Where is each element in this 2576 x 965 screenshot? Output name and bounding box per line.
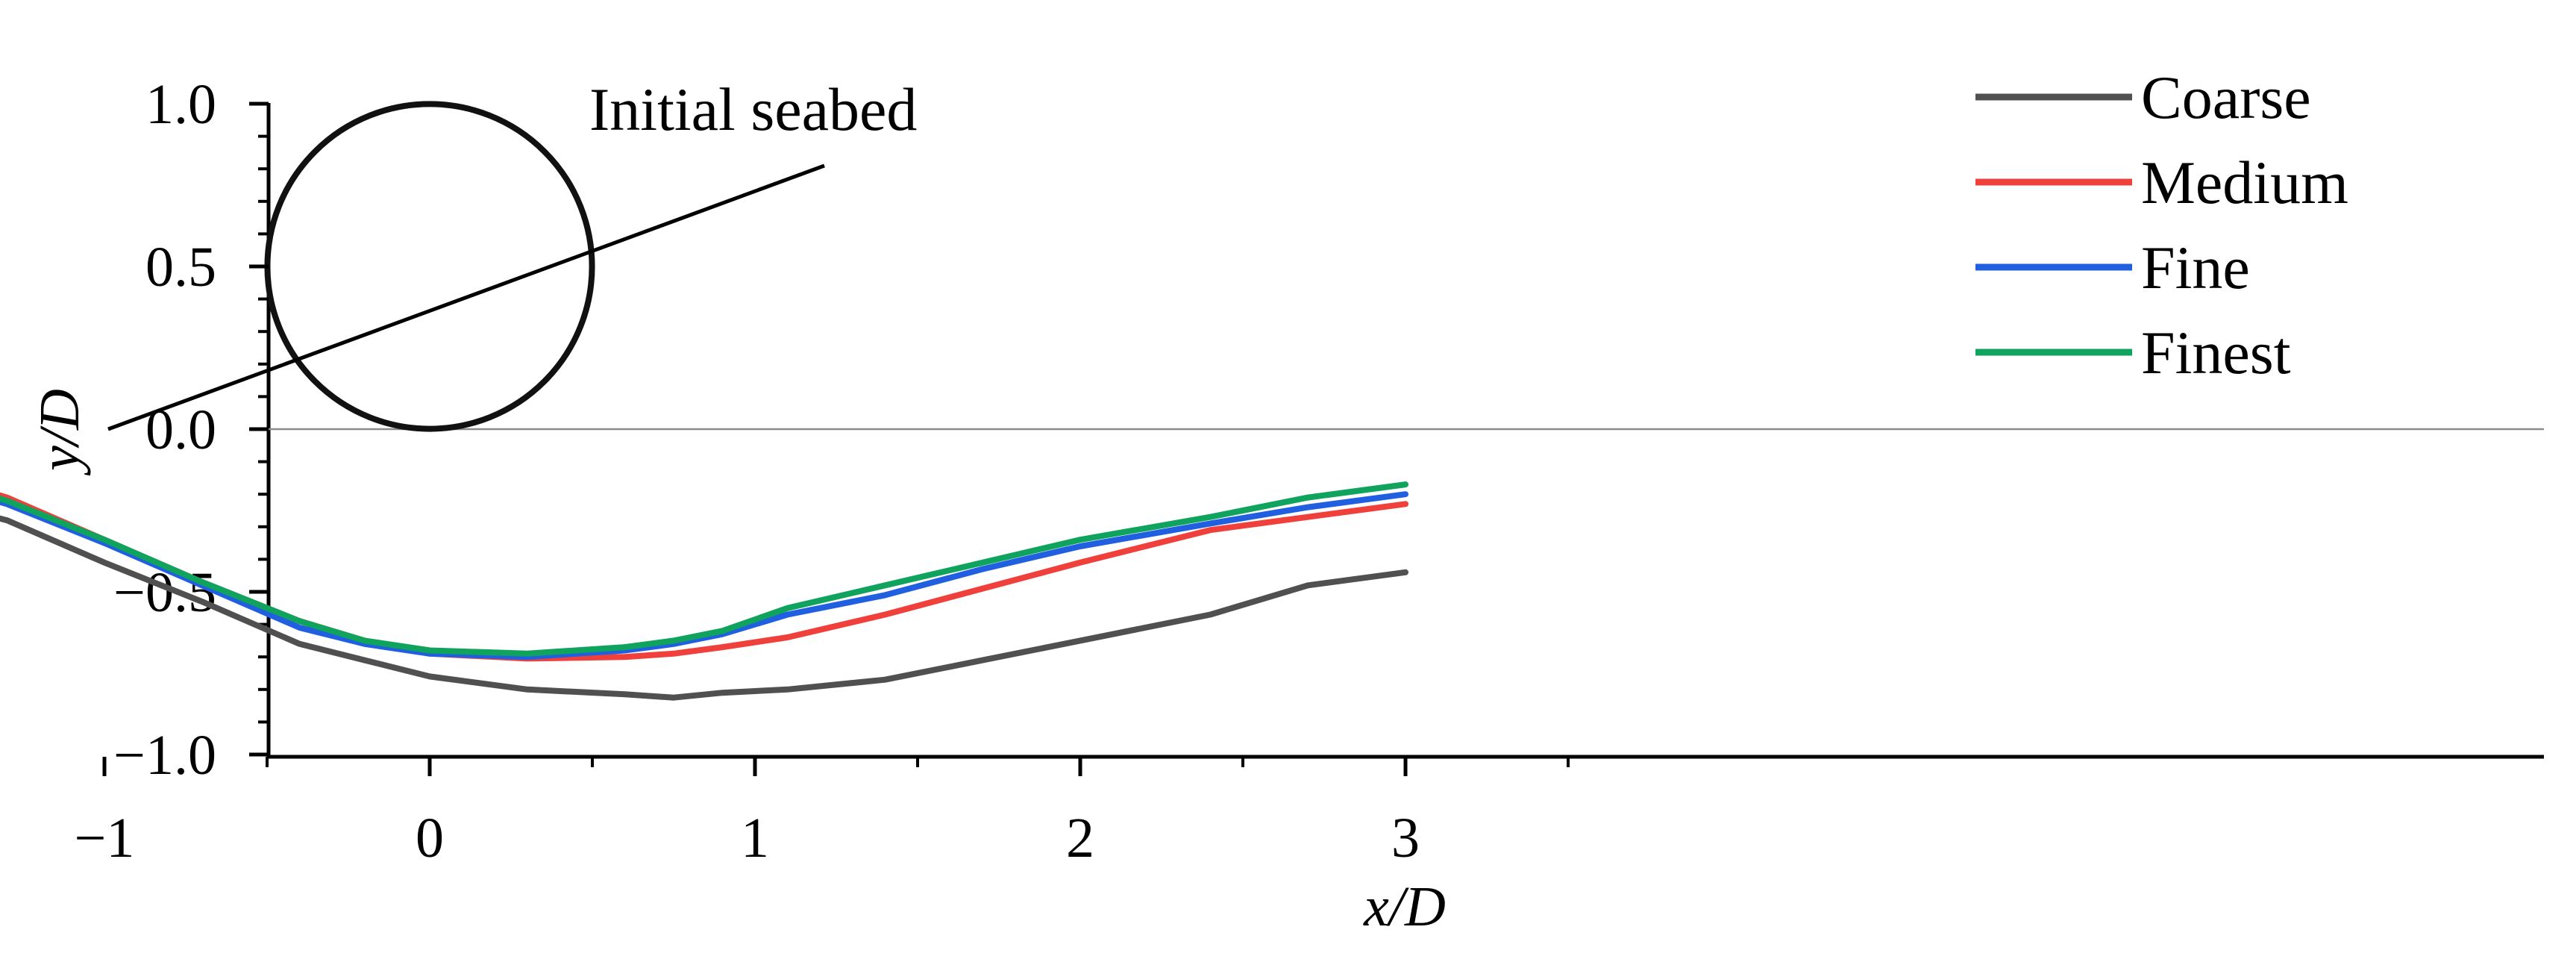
x-tick-label: 2: [1066, 807, 1094, 869]
annotation-leader-line: [107, 163, 825, 431]
series-line-coarse: [0, 515, 1408, 701]
legend-label-coarse: Coarse: [2141, 63, 2311, 131]
pipe-circle: [264, 101, 595, 432]
y-tick-label: −1.0: [113, 724, 216, 787]
x-axis-title: x/D: [1363, 875, 1446, 938]
legend-label-fine: Fine: [2141, 234, 2250, 302]
x-tick-label: 0: [416, 807, 444, 869]
series-line-medium: [0, 492, 1408, 662]
series-line-fine: [0, 491, 1408, 660]
x-tick-label: 3: [1391, 807, 1420, 869]
series-lines: [0, 481, 1408, 701]
legend: Coarse Medium Fine Finest: [1975, 63, 2348, 387]
y-tick-label: 0.5: [145, 236, 216, 299]
legend-label-medium: Medium: [2141, 149, 2348, 216]
y-axis-title: y/D: [28, 389, 91, 476]
y-tick-label: 1.0: [145, 73, 216, 136]
y-tick-label: 0.0: [145, 399, 216, 461]
legend-label-finest: Finest: [2141, 319, 2291, 387]
x-tick-label: 1: [741, 807, 769, 869]
series-line-finest: [0, 481, 1408, 657]
annotation-text: Initial seabed: [589, 75, 917, 143]
x-tick-label: −1: [75, 807, 135, 869]
